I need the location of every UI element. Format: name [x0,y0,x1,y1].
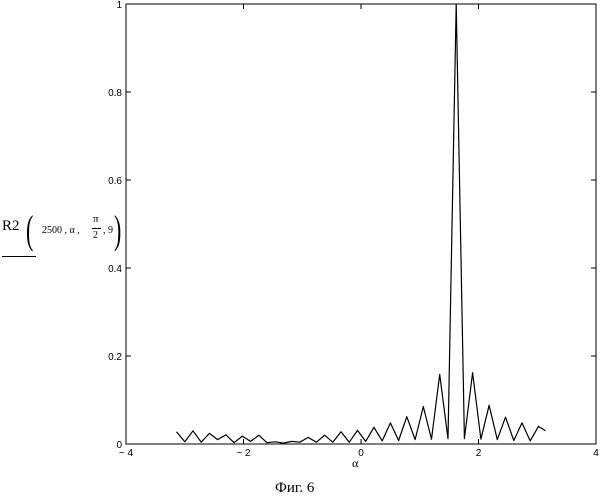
y-axis-label-args-after: , 9 [103,225,113,236]
y-axis-label-numerator: π [93,213,99,225]
y-tick-label: 1 [116,0,122,11]
chart-ticks [126,4,596,444]
x-tick-label: 4 [593,448,599,459]
plot-frame [126,4,596,444]
chart-series [177,4,546,443]
y-axis-label-denominator: 2 [93,230,98,241]
y-axis-label-function: R2 [2,218,20,235]
series-line [177,4,546,443]
figure-caption: Фиг. 6 [275,480,314,497]
y-axis-label-right-paren: ) [114,206,121,253]
y-tick-label: 0.6 [108,176,122,187]
y-tick-label: 0.8 [108,88,122,99]
x-tick-label: 0 [358,448,364,459]
y-axis-label: R2 ( 2500 , α , π 2 , 9 ) [2,208,120,268]
y-axis-label-fraction-bar [92,228,101,229]
chart-axes [126,4,596,444]
y-axis-label-underline [2,256,36,257]
y-axis-label-left-paren: ( [26,206,33,253]
x-tick-label: − 2 [236,448,251,459]
y-axis-label-args-before: 2500 , α , [42,225,80,236]
y-tick-label: 0.2 [108,352,122,363]
x-axis-label: α [352,456,358,471]
chart-tick-labels: − 4− 202400.20.40.60.81 [108,0,599,459]
x-tick-label: 2 [476,448,482,459]
y-tick-label: 0 [116,440,122,451]
